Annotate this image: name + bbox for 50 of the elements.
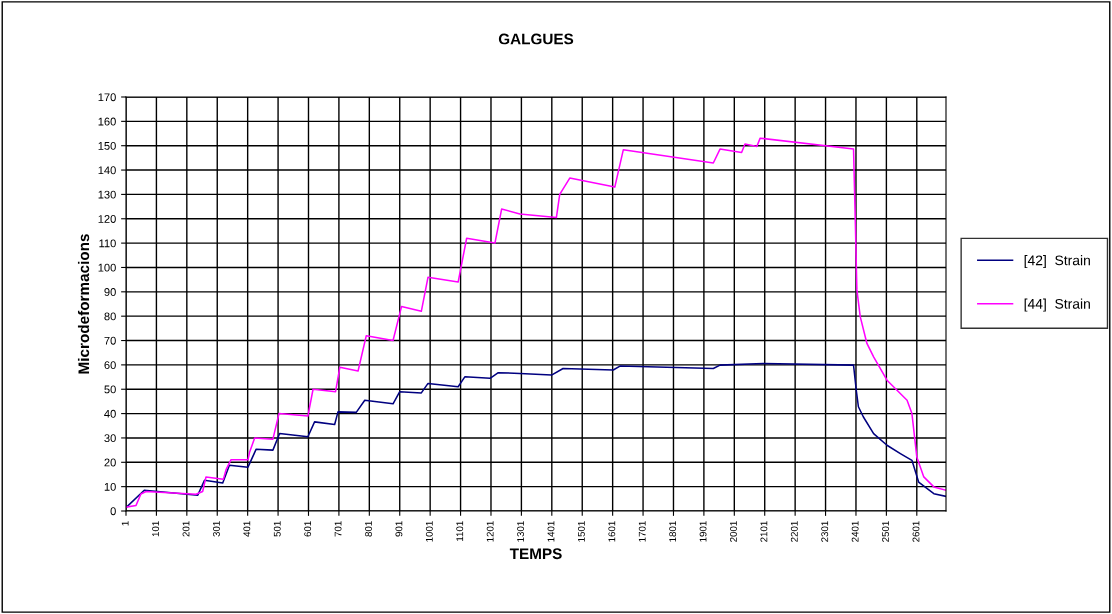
y-tick-label: 120 xyxy=(98,215,116,223)
x-tick-label: 1001 xyxy=(425,521,433,542)
x-tick-label: 201 xyxy=(182,521,190,537)
x-tick-label: 2401 xyxy=(851,521,859,542)
x-tick-label: 1201 xyxy=(486,521,494,542)
x-tick-label: 1301 xyxy=(517,521,525,542)
x-tick-label: 2601 xyxy=(912,521,920,542)
x-tick-label: 2501 xyxy=(882,521,889,542)
x-tick-label: 801 xyxy=(365,521,372,537)
y-tick-label: 30 xyxy=(104,434,116,443)
y-tick-label: 130 xyxy=(98,190,116,199)
x-tick-label: 601 xyxy=(304,521,312,537)
y-tick-label: 170 xyxy=(98,93,116,102)
y-tick-label: 90 xyxy=(104,288,116,296)
y-tick-label: 80 xyxy=(104,312,116,321)
x-tick-label: 701 xyxy=(334,521,342,537)
x-tick-label: 1701 xyxy=(638,521,646,542)
x-tick-label: 2201 xyxy=(790,521,798,542)
chart-title: GALGUES xyxy=(498,33,574,45)
y-tick-label: 110 xyxy=(99,239,116,248)
x-tick-label: 1501 xyxy=(577,521,585,542)
x-tick-label: 101 xyxy=(152,521,160,537)
x-tick-label: 301 xyxy=(212,521,220,537)
y-tick-label: 40 xyxy=(104,409,116,418)
x-tick-label: 1 xyxy=(121,521,129,526)
x-tick-label: 901 xyxy=(395,521,403,537)
legend-label: [44] Strain xyxy=(1024,298,1090,312)
y-tick-label: 150 xyxy=(98,141,116,150)
y-tick-label: 20 xyxy=(104,458,116,467)
y-tick-label: 10 xyxy=(104,482,116,491)
y-tick-label: 70 xyxy=(104,336,116,345)
x-tick-label: 1601 xyxy=(608,521,616,542)
y-tick-label: 50 xyxy=(104,385,116,394)
x-tick-label: 1901 xyxy=(699,521,707,542)
x-tick-label: 1101 xyxy=(456,521,464,541)
y-axis-title: Microdeformacions xyxy=(77,234,90,374)
x-tick-label: 1801 xyxy=(669,521,677,542)
x-tick-label: 1401 xyxy=(547,521,555,542)
legend-label: [42] Strain xyxy=(1024,255,1090,269)
x-tick-label: 401 xyxy=(243,521,251,537)
x-tick-label: 2301 xyxy=(821,521,829,542)
x-tick-label: 2101 xyxy=(760,521,768,542)
x-tick-label: 501 xyxy=(273,521,281,537)
y-tick-label: 140 xyxy=(98,166,116,175)
y-tick-label: 0 xyxy=(110,507,116,516)
y-tick-label: 160 xyxy=(98,117,116,126)
y-tick-label: 60 xyxy=(104,361,116,370)
x-tick-label: 2001 xyxy=(730,521,737,542)
y-tick-label: 100 xyxy=(98,263,116,272)
x-axis-title: TEMPS xyxy=(509,548,562,560)
